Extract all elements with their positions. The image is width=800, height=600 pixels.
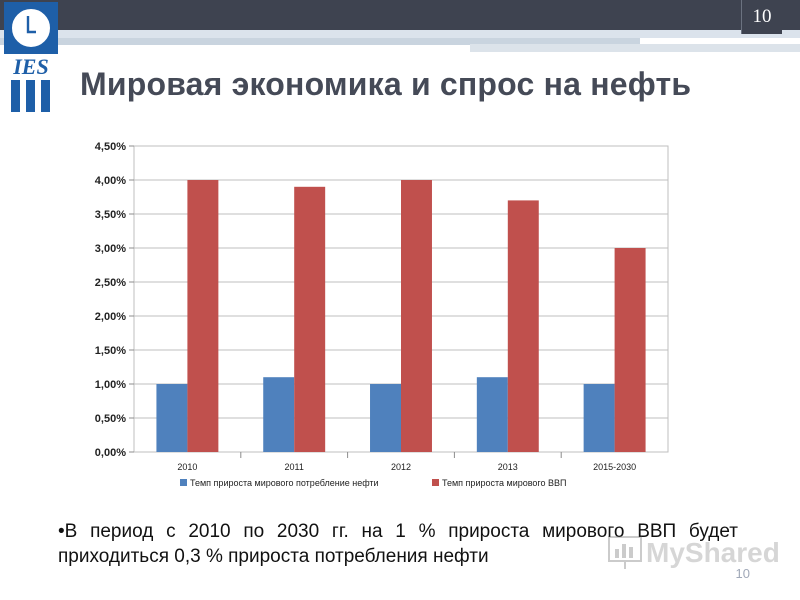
header-band-light (0, 30, 800, 38)
bullet-text: •В период с 2010 по 2030 гг. на 1 % прир… (58, 521, 738, 567)
y-tick-label: 2,00% (95, 311, 126, 323)
watermark-text: MyShared (646, 537, 780, 568)
y-tick-label: 0,00% (95, 447, 126, 459)
x-tick-label: 2013 (498, 462, 518, 472)
bar-oil (476, 377, 508, 452)
y-tick-label: 4,50% (95, 141, 126, 153)
logo-bar-1 (11, 80, 20, 112)
x-tick-label: 2012 (391, 462, 411, 472)
footer-page-number: 10 (735, 566, 750, 581)
logo-text: IES (12, 54, 48, 79)
logo-bar-3 (41, 80, 50, 112)
y-tick-label: 2,50% (95, 277, 126, 289)
bar-oil (370, 384, 401, 452)
bar-gdp (507, 200, 539, 452)
y-tick-label: 4,00% (95, 175, 126, 187)
header-stripe (0, 38, 640, 45)
bar-gdp (187, 180, 219, 452)
bar-oil (156, 384, 188, 452)
bar-gdp (614, 248, 646, 452)
y-tick-label: 1,50% (95, 345, 126, 357)
clock-icon (10, 7, 52, 49)
legend-swatch (180, 479, 187, 486)
bar-oil (583, 384, 615, 452)
x-tick-label: 2010 (177, 462, 197, 472)
legend-label: Темп прироста мирового потребление нефти (190, 478, 379, 488)
header-band (0, 0, 800, 30)
slide-title: Мировая экономика и спрос на нефть (80, 66, 692, 102)
legend-label: Темп прироста мирового ВВП (442, 478, 566, 488)
header-stripe-right (470, 44, 800, 52)
y-tick-label: 0,50% (95, 413, 126, 425)
ies-logo: IES (4, 2, 58, 112)
x-tick-label: 2015-2030 (593, 462, 636, 472)
watermark-chart-icon (608, 536, 642, 569)
clock-hands-icon (26, 16, 36, 34)
x-tick-label: 2011 (285, 462, 304, 472)
watermark: MyShared (608, 536, 780, 570)
y-tick-label: 3,50% (95, 209, 126, 221)
bar-oil (263, 377, 295, 452)
logo-bar-2 (26, 80, 35, 112)
legend-swatch (432, 479, 439, 486)
y-tick-label: 3,00% (95, 243, 126, 255)
bar-gdp (401, 180, 432, 452)
bar-gdp (294, 186, 326, 453)
y-tick-label: 1,00% (95, 379, 126, 391)
bar-chart: 0,00% 0,50% 1,00% 1,50% 2,00% 2,50% 3,00% 3,50%… (95, 141, 669, 488)
page-number-badge: 10 (741, 0, 782, 34)
